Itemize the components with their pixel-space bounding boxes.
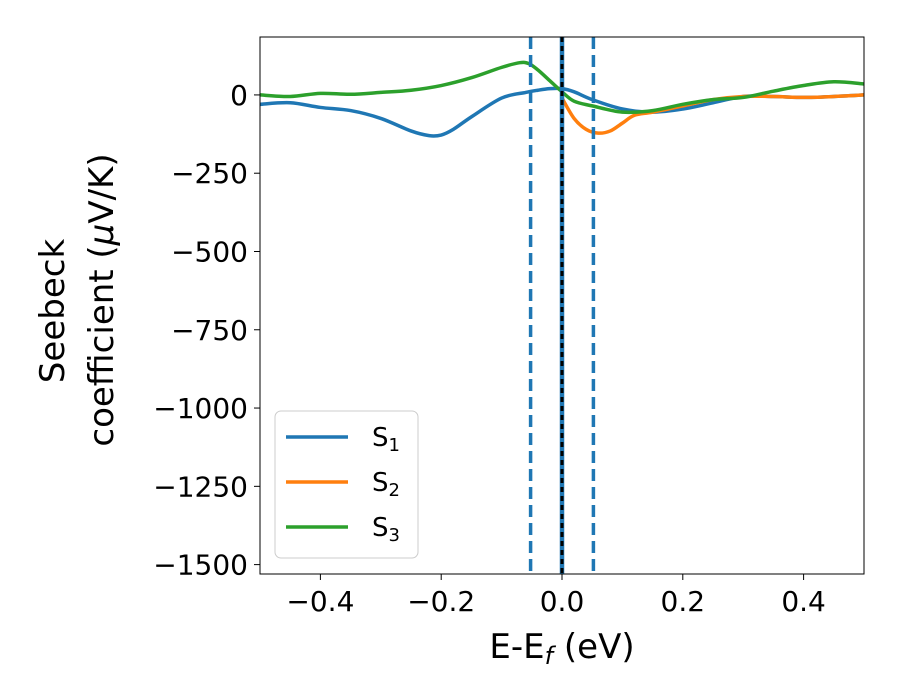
x-tick-label: 0.0 xyxy=(540,585,585,618)
x-axis-label: E-Ef (eV) xyxy=(489,627,634,670)
legend-label-name: S xyxy=(372,468,389,498)
y-tick-label: −1250 xyxy=(153,470,248,503)
x-tick-label: 0.4 xyxy=(781,585,826,618)
legend-label-sub: 3 xyxy=(389,525,400,546)
legend-label-sub: 1 xyxy=(389,435,400,456)
y-tick-label: 0 xyxy=(230,79,248,112)
legend-label-s3: S3 xyxy=(372,513,400,546)
axes: −0.4 −0.2 0.0 0.2 0.4 0 −250 −500 −750 −1000 −1250… xyxy=(33,36,865,670)
y-tick-label: −250 xyxy=(171,157,248,190)
x-tick-label: −0.4 xyxy=(286,585,354,618)
y-tick-label: −1000 xyxy=(153,392,248,425)
plot-area xyxy=(260,37,864,574)
plot-content xyxy=(260,37,864,574)
legend-label-sub: 2 xyxy=(389,480,400,501)
y-tick-label: −750 xyxy=(171,314,248,347)
y-axis-label-line2: coefficient (μV/K) xyxy=(82,153,122,446)
y-tick-label: −1500 xyxy=(153,549,248,582)
x-axis-label-unit: (eV) xyxy=(553,627,635,667)
x-axis-label-main: E-E xyxy=(489,627,544,667)
series-line-s3 xyxy=(260,60,864,115)
y-axis-label-line1: Seebeck xyxy=(33,239,73,384)
y-axis-label: Seebeck coefficient (μV/K) xyxy=(33,153,122,446)
legend-box xyxy=(274,410,419,559)
y-axis-label-unit: V/K) xyxy=(82,153,122,223)
x-tick-label: 0.2 xyxy=(661,585,706,618)
legend-label-name: S xyxy=(372,513,389,543)
y-tick-label: −500 xyxy=(171,235,248,268)
x-tick-label: −0.2 xyxy=(407,585,475,618)
legend-label-name: S xyxy=(372,423,389,453)
y-axis-label-text: coefficient ( xyxy=(82,245,122,446)
legend-label-s2: S2 xyxy=(372,468,400,501)
y-axis-label-mu: μ xyxy=(82,224,122,247)
legend-label-s1: S1 xyxy=(372,423,400,456)
